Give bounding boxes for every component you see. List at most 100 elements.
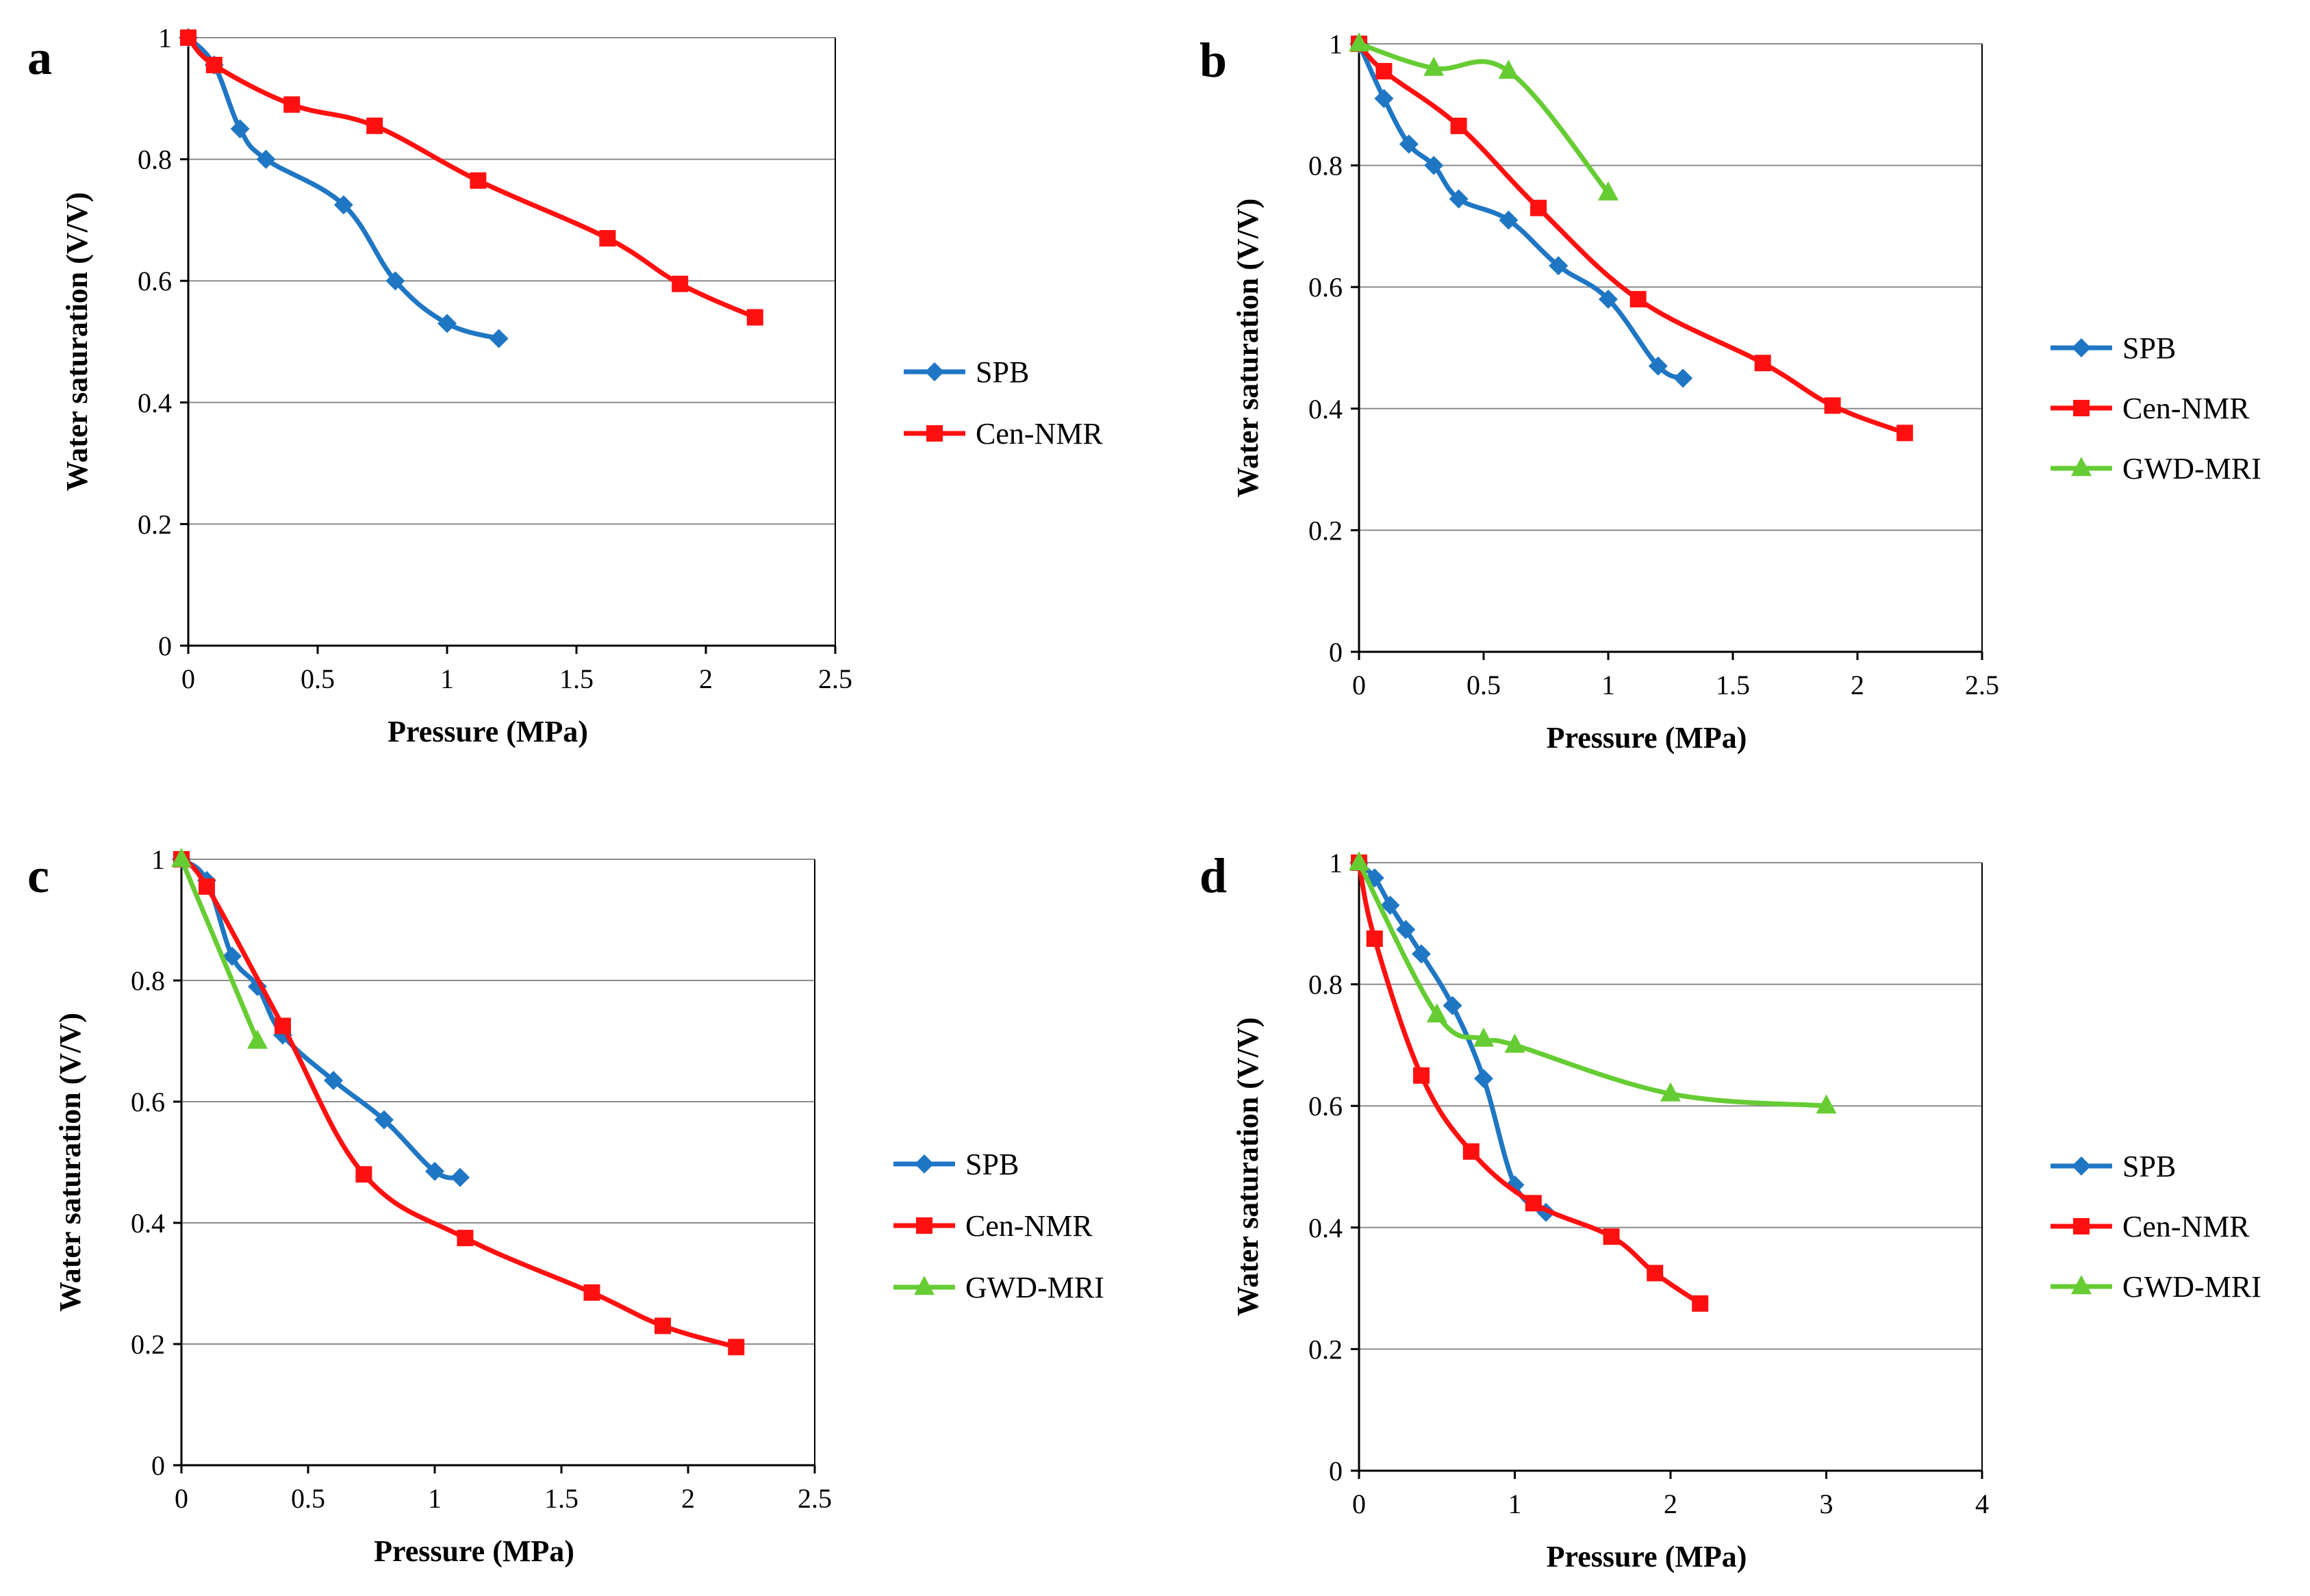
y-tick-label: 0.4 bbox=[131, 1208, 165, 1239]
data-point bbox=[450, 1167, 470, 1187]
panel-c: c 0 0.2 0.4 0.6 0.8 1 0 0.5 1 1.5 2 2.5 Pressure (MP… bbox=[27, 844, 1104, 1568]
legend-label: Cen-NMR bbox=[976, 417, 1103, 451]
data-point bbox=[1603, 1228, 1620, 1245]
series-cen-nmr bbox=[1351, 854, 1709, 1312]
data-point bbox=[355, 1166, 372, 1183]
y-tick-label: 0.2 bbox=[138, 509, 172, 540]
x-tick-label: 1 bbox=[1601, 670, 1615, 700]
data-point bbox=[457, 1230, 474, 1247]
legend-entry-cen-nmr: Cen-NMR bbox=[2051, 392, 2250, 425]
data-point bbox=[1473, 1027, 1494, 1047]
series-line bbox=[1356, 860, 1829, 1109]
series-line bbox=[179, 857, 260, 1043]
legend-label: Cen-NMR bbox=[965, 1209, 1093, 1243]
x-tick-label: 0 bbox=[1352, 670, 1366, 700]
data-point bbox=[1380, 896, 1400, 915]
legend-entry-cen-nmr: Cen-NMR bbox=[893, 1209, 1093, 1243]
series-gwd-mri bbox=[171, 848, 268, 1049]
legend-label: SPB bbox=[2122, 1150, 2176, 1183]
panel-b-letter: b bbox=[1200, 33, 1227, 88]
x-axis-title: Pressure (MPa) bbox=[1547, 1540, 1747, 1573]
legend-label: Cen-NMR bbox=[2122, 1210, 2250, 1243]
y-tick-label: 0.2 bbox=[1308, 1334, 1343, 1365]
data-point bbox=[1599, 289, 1618, 309]
x-axis-title: Pressure (MPa) bbox=[1547, 721, 1747, 755]
data-point bbox=[1498, 60, 1519, 79]
y-tick-label: 0.6 bbox=[138, 266, 172, 296]
data-point bbox=[199, 878, 215, 895]
data-point bbox=[223, 946, 242, 966]
y-tick-label: 0.6 bbox=[1308, 272, 1343, 303]
data-point bbox=[1413, 1067, 1430, 1084]
panel-d-letter: d bbox=[1200, 848, 1227, 903]
legend-entry-cen-nmr: Cen-NMR bbox=[2051, 1210, 2250, 1243]
x-axis-title: Pressure (MPa) bbox=[374, 1534, 574, 1568]
data-point bbox=[1629, 290, 1647, 307]
series-line bbox=[1356, 860, 1549, 1215]
data-point bbox=[247, 1029, 268, 1049]
x-tick-label: 2 bbox=[681, 1483, 695, 1514]
panel-b: b 0 0.2 0.4 0.6 0.8 1 0 0.5 1 1.5 2 2.5 Pressure (MP… bbox=[1200, 29, 2261, 755]
x-tick-label: 0 bbox=[175, 1483, 188, 1514]
series-line bbox=[179, 857, 463, 1180]
data-point bbox=[1816, 1094, 1837, 1114]
panel-a-letter: a bbox=[27, 30, 52, 85]
series-line bbox=[1356, 41, 1611, 196]
data-point bbox=[180, 29, 196, 46]
series-line bbox=[1356, 41, 1686, 381]
x-tick-label: 0.5 bbox=[301, 663, 335, 694]
data-point bbox=[655, 1317, 671, 1334]
data-point bbox=[275, 1017, 291, 1035]
series-cen-nmr bbox=[1351, 36, 1914, 442]
y-tick-label: 0.4 bbox=[138, 388, 172, 418]
x-tick-label: 1 bbox=[1508, 1489, 1522, 1519]
data-point bbox=[1424, 155, 1444, 175]
legend-entry-gwd-mri: GWD-MRI bbox=[2051, 1270, 2261, 1304]
y-tick-label: 0.4 bbox=[1308, 1213, 1343, 1243]
legend-marker bbox=[2071, 1275, 2092, 1295]
data-point bbox=[1374, 88, 1394, 108]
data-point bbox=[1474, 1069, 1493, 1089]
series-spb bbox=[172, 850, 470, 1187]
data-point bbox=[1598, 181, 1619, 201]
series-cen-nmr bbox=[180, 29, 763, 326]
series-gwd-mri bbox=[1349, 851, 1837, 1114]
data-point bbox=[437, 314, 457, 333]
legend-label: GWD-MRI bbox=[2122, 452, 2261, 485]
y-tick-label: 0.2 bbox=[1308, 515, 1343, 546]
y-tick-label: 1 bbox=[1329, 29, 1343, 60]
x-tick-label: 0.5 bbox=[291, 1483, 325, 1514]
x-axis-title: Pressure (MPa) bbox=[388, 715, 588, 748]
panel-a: a 0 0.2 0.4 0.6 0.8 1 0 0.5 1 1.5 2 2.5 Pressure (MP… bbox=[27, 23, 1103, 748]
legend-marker bbox=[2073, 1218, 2090, 1234]
x-tick-label: 4 bbox=[1975, 1489, 1989, 1519]
data-point bbox=[375, 1110, 394, 1130]
data-point bbox=[1349, 32, 1369, 52]
data-point bbox=[1692, 1295, 1709, 1312]
legend-entry-spb: SPB bbox=[904, 355, 1029, 389]
y-tick-label: 0 bbox=[151, 1450, 165, 1481]
y-tick-label: 0.4 bbox=[1308, 394, 1343, 425]
data-point bbox=[1412, 944, 1431, 964]
panel-d: d 0 0.2 0.4 0.6 0.8 1 0 1 2 3 4 Pressure (MPa) Water… bbox=[1200, 848, 2261, 1573]
legend-entry-spb: SPB bbox=[893, 1148, 1019, 1181]
y-tick-label: 1 bbox=[158, 23, 172, 53]
y-tick-label: 0.2 bbox=[131, 1329, 165, 1360]
data-point bbox=[385, 271, 405, 291]
legend-label: SPB bbox=[2122, 331, 2176, 365]
x-tick-label: 2.5 bbox=[1965, 670, 1999, 700]
legend-marker bbox=[916, 1217, 932, 1234]
data-point bbox=[1423, 56, 1445, 76]
legend-marker bbox=[925, 362, 944, 381]
data-point bbox=[1504, 1033, 1525, 1053]
data-point bbox=[599, 230, 616, 247]
y-tick-label: 0.8 bbox=[138, 144, 172, 175]
series-line bbox=[1356, 41, 1907, 435]
x-tick-label: 2 bbox=[699, 663, 713, 694]
legend-entry-cen-nmr: Cen-NMR bbox=[904, 417, 1103, 451]
legend-label: GWD-MRI bbox=[965, 1271, 1104, 1304]
data-point bbox=[230, 119, 250, 139]
series-gwd-mri bbox=[1349, 32, 1619, 201]
data-point bbox=[672, 275, 689, 292]
